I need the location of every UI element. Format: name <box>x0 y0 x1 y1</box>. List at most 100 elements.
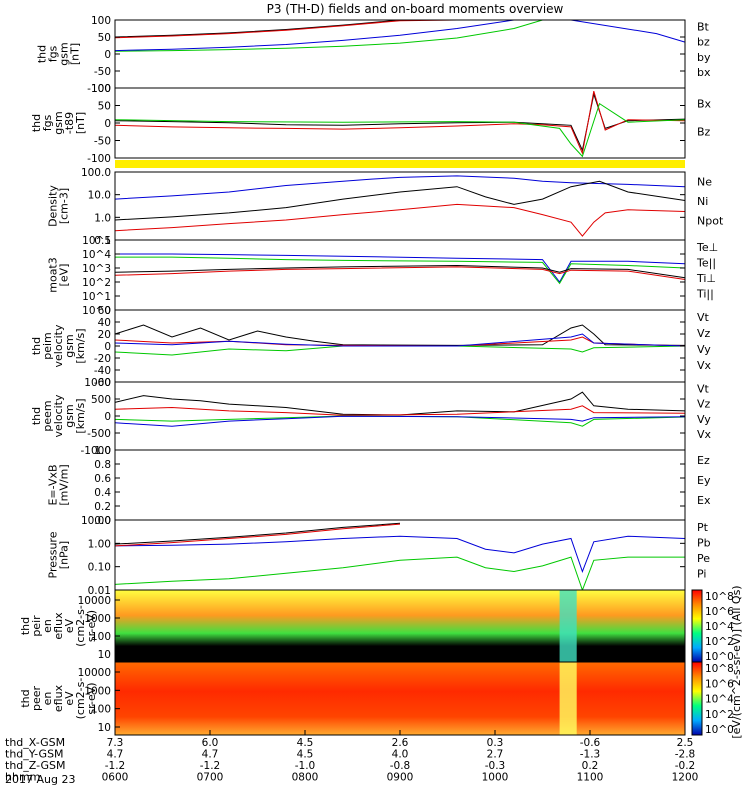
colorbar-bar <box>691 661 703 736</box>
ytick-label: 20 <box>98 329 111 341</box>
xtick-label: -2.8 <box>675 749 696 761</box>
xtick-label: 0.3 <box>487 737 504 749</box>
ytick-label: 0.8 <box>94 459 111 471</box>
xtick-label: -0.6 <box>580 737 601 749</box>
ytick-label: 0.6 <box>94 473 111 485</box>
series-line-Vy <box>114 345 686 356</box>
panel-peer-spec: 10000 1000 100 10thdpeerenefluxeV(cm2-s-sr-… <box>19 661 686 736</box>
xtick-label: 0700 <box>197 772 224 784</box>
spectrogram-peir-spec <box>115 590 685 662</box>
xtick-label: 6.0 <box>202 737 219 749</box>
ytick-label: 1.0 <box>94 445 111 457</box>
panel-peir-spec: 10000 1000 100 10thdpeirenefluxeV(cm2-s-sr-… <box>19 589 686 663</box>
ytick-label: 500 <box>91 394 111 406</box>
ytick-label: 10.0 <box>88 190 111 202</box>
legend-entry-Ti⊥: Ti⊥ <box>696 272 716 285</box>
ytick-label: 0.2 <box>94 501 111 513</box>
legend-entry-Npot: Npot <box>697 214 724 227</box>
series-line-Ni <box>114 180 686 221</box>
xtick-label: -1.0 <box>295 760 316 772</box>
ytick-label: 1.0 <box>94 212 111 224</box>
series-line-Vx <box>114 415 686 427</box>
legend-entry-Vx: Vx <box>697 428 712 441</box>
panel-frame <box>114 87 686 159</box>
chart-title: P3 (TH-D) fields and on-board moments ov… <box>267 2 564 16</box>
series-line-Te⊥ <box>114 266 686 280</box>
ytick-label: 10 <box>98 649 111 661</box>
panel-temperature: 10^5 10^4 10^3 10^2 10^1 10^0 moat3[eV] Te⊥ Te||… <box>47 235 719 317</box>
ytick-label: 0.0 <box>94 515 111 527</box>
legend-entry-Ti||: Ti|| <box>696 288 714 301</box>
ylabel-peim-velocity: thdpeimvelocitygsm[km/s] <box>30 324 87 367</box>
spectrogram-band <box>559 590 577 662</box>
xtick-label: -1.2 <box>105 760 126 772</box>
ytick-label: 1000 <box>84 377 111 389</box>
ytick-label: 10^1 <box>82 291 111 303</box>
ytick-label: 100 <box>91 15 111 27</box>
ytick-label: 100 <box>91 704 111 716</box>
ytick-label: 0.01 <box>88 585 111 597</box>
series-line-Vz <box>114 405 686 416</box>
panel-frame <box>114 171 686 241</box>
series-line-Pi <box>114 535 686 573</box>
panel-peem-velocity: 1000 500 0 -500 -1000 thdpeemvelocitygsm[km/s… <box>30 377 712 457</box>
colorbar-label: [eV/(cm^2-s-sr-eV)] (All Qs) <box>730 585 743 738</box>
xtick-label: 2.5 <box>677 737 694 749</box>
colorbar-tick-label: 10^4 <box>705 621 734 633</box>
ytick-label: -500 <box>87 428 111 440</box>
ytick-label: 10^0 <box>82 305 111 317</box>
panel-fgs-gse: 100 50 0 -50 -100 thdfgsgsm-t89[nT] Bx Bz <box>30 83 712 165</box>
xtick-label: 7.3 <box>107 737 124 749</box>
ylabel-fgs-gse: thdfgsgsm-t89[nT] <box>30 111 87 134</box>
xtick-label: 4.0 <box>392 749 409 761</box>
legend-entry-Pb: Pb <box>697 536 711 549</box>
series-line-Pb <box>114 523 401 547</box>
colorbar-tick-label: 10^0 <box>705 651 734 663</box>
panel-frame <box>114 239 686 311</box>
colorbar-tick-label: 10^8 <box>705 591 734 603</box>
ytick-label: 50 <box>98 32 111 44</box>
series-line-Vx <box>114 333 686 347</box>
panel-frame <box>114 19 686 89</box>
colorbar-tick-label: 10^8 <box>705 663 734 675</box>
colorbar-tick-label: 10^0 <box>705 724 734 736</box>
legend-entry-Pi: Pi <box>697 568 706 581</box>
spectrogram-peer-spec <box>115 662 685 735</box>
ylabel-peir-spec: thdpeirenefluxeV(cm2-s-sr-eV) <box>19 605 98 647</box>
xaxis-row-label: thd_Z-GSM <box>5 759 65 772</box>
ytick-label: 100 <box>91 83 111 95</box>
xtick-label: -0.8 <box>390 760 411 772</box>
ytick-label: -100 <box>87 83 111 95</box>
panel-fgs-gsm: 100 50 0 -50 -100 thdfgsgsm[nT] Bt bz by bx <box>36 15 711 95</box>
ytick-label: 0 <box>104 49 111 61</box>
legend-entry-Vz: Vz <box>697 327 711 340</box>
colorbar-tick-label: 10^2 <box>705 636 734 648</box>
ylabel-fgs-gsm: thdfgsgsm[nT] <box>36 42 82 65</box>
ylabel-peer-spec: thdpeerenefluxeV(cm2-s-sr-eV) <box>19 678 98 720</box>
panels: 100500-50-100thdfgsgsm[nT]Btbzbybx100500… <box>19 15 743 739</box>
ytick-label: 10^4 <box>82 249 111 261</box>
ylabel-pressure: Pressure[nPa] <box>47 531 71 578</box>
xtick-label: 2.7 <box>487 749 504 761</box>
xtick-label: 4.7 <box>202 749 219 761</box>
ytick-label: 0 <box>104 411 111 423</box>
legend-entry-by: by <box>697 51 711 64</box>
ytick-label: 0.4 <box>94 487 111 499</box>
colorbar-tick-label: 10^4 <box>705 694 734 706</box>
series-line-Te|| <box>114 264 686 279</box>
spectrogram-band <box>559 662 577 735</box>
xaxis-row-label: thd_Y-GSM <box>5 748 64 761</box>
legend-entry-bz: bz <box>697 36 710 49</box>
ytick-label: 1000 <box>84 613 111 625</box>
xtick-label: 1000 <box>482 772 509 784</box>
legend-entry-Vy: Vy <box>697 343 711 356</box>
xtick-label: 4.5 <box>297 737 314 749</box>
legend-entry-Ne: Ne <box>697 176 712 189</box>
ytick-label: 40 <box>98 317 111 329</box>
ytick-label: 10.00 <box>81 515 111 527</box>
ytick-label: -20 <box>94 353 111 365</box>
legend-entry-Bz: Bz <box>697 126 711 139</box>
legend-entry-Ey: Ey <box>697 474 711 487</box>
legend-entry-bx: bx <box>697 66 711 79</box>
panel-frame <box>114 449 686 521</box>
